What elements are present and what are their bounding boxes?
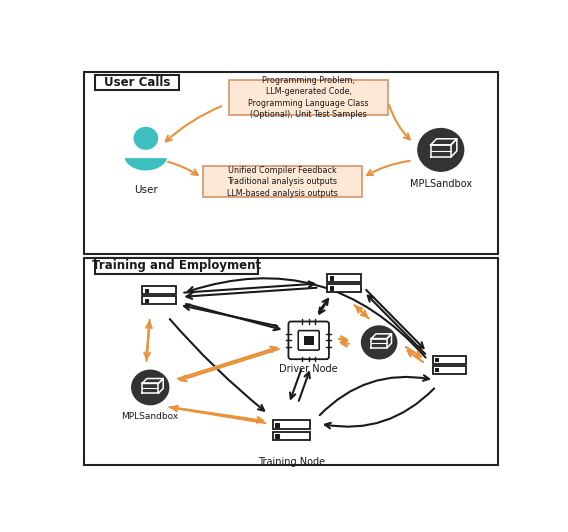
- FancyBboxPatch shape: [433, 356, 466, 364]
- Bar: [435, 368, 438, 371]
- Bar: [329, 286, 333, 289]
- Text: User: User: [134, 185, 158, 195]
- Bar: [435, 359, 438, 361]
- Circle shape: [361, 326, 396, 359]
- FancyBboxPatch shape: [273, 431, 310, 440]
- FancyBboxPatch shape: [143, 296, 176, 304]
- FancyBboxPatch shape: [95, 258, 258, 273]
- Text: User Calls: User Calls: [104, 76, 170, 89]
- Circle shape: [418, 129, 463, 171]
- Bar: [275, 423, 279, 427]
- FancyBboxPatch shape: [84, 259, 498, 466]
- Text: Training Node: Training Node: [257, 457, 325, 467]
- FancyBboxPatch shape: [95, 75, 179, 90]
- Text: MPLSandbox: MPLSandbox: [410, 179, 472, 189]
- Text: MPLSandbox: MPLSandbox: [122, 412, 179, 421]
- Text: Driver Node: Driver Node: [279, 364, 338, 374]
- Circle shape: [134, 128, 157, 149]
- Bar: [304, 336, 314, 345]
- FancyBboxPatch shape: [84, 72, 498, 254]
- FancyBboxPatch shape: [433, 366, 466, 374]
- FancyBboxPatch shape: [327, 284, 361, 292]
- Bar: [275, 434, 279, 438]
- FancyBboxPatch shape: [327, 274, 361, 282]
- FancyBboxPatch shape: [203, 166, 361, 197]
- FancyBboxPatch shape: [298, 330, 319, 350]
- Circle shape: [132, 370, 169, 405]
- Bar: [145, 289, 148, 292]
- Bar: [329, 277, 333, 279]
- Bar: [145, 299, 148, 302]
- FancyBboxPatch shape: [229, 80, 388, 115]
- Text: Programming Problem,
LLM-generated Code,
Programming Language Class
(Optional), : Programming Problem, LLM-generated Code,…: [248, 76, 369, 119]
- FancyBboxPatch shape: [289, 321, 329, 359]
- FancyBboxPatch shape: [273, 420, 310, 429]
- Polygon shape: [126, 159, 166, 170]
- FancyBboxPatch shape: [143, 286, 176, 294]
- Text: Training and Employment: Training and Employment: [92, 259, 261, 272]
- Text: Unified Compiler Feedback
Traditional analysis outputs
LLM-based analysis output: Unified Compiler Feedback Traditional an…: [227, 165, 338, 197]
